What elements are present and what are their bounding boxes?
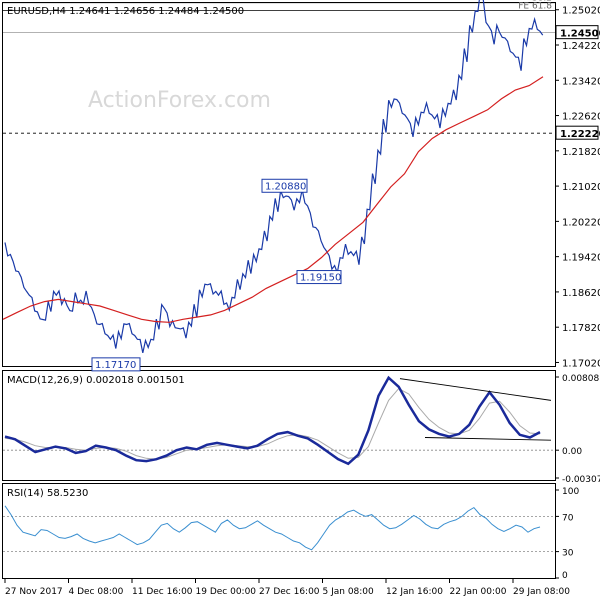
price-annotation-box [296, 270, 342, 285]
time-tick-label: 27 Dec 16:00 [259, 587, 320, 597]
price-marks: 38.2FE 61.81.245001.222201.253701.208801… [2, 0, 600, 372]
time-tick-label: 22 Jan 00:00 [450, 587, 507, 597]
rsi-tick-label: 100 [562, 487, 579, 497]
price-bars [4, 0, 544, 354]
price-chart-title: EURUSD,H4 1.24641 1.24656 1.24484 1.2450… [7, 6, 244, 17]
price-annotation-label: 1.20880 [265, 181, 306, 192]
time-tick-label: 19 Dec 00:00 [196, 587, 257, 597]
watermark: ActionForex.com [88, 88, 271, 113]
price-tick-label: 1.18620 [562, 288, 600, 299]
time-tick-label: 29 Jan 08:00 [513, 587, 570, 597]
rsi-panel-frame [2, 483, 556, 579]
macd-trendline-upper [399, 378, 552, 401]
price-tick-label: 1.19420 [562, 253, 600, 264]
time-tick-label: 5 Jan 08:00 [323, 587, 375, 597]
rsi-title: RSI(14) 58.5230 [7, 488, 88, 499]
current-price-box [555, 25, 599, 40]
fib-label: 38.2 [532, 0, 552, 4]
macd-signal-line [4, 387, 541, 460]
price-tick-label: 1.21020 [562, 182, 600, 193]
macd-title: MACD(12,26,9) 0.002018 0.001501 [7, 375, 185, 386]
price-tick-label: 1.24220 [562, 41, 600, 52]
support-level-label: 1.22220 [560, 129, 600, 140]
price-tick-label: 1.21820 [562, 147, 600, 158]
rsi-tick-label: 30 [562, 549, 574, 559]
current-price-label: 1.24500 [560, 29, 600, 40]
time-tick-label: 27 Nov 2017 [5, 587, 63, 597]
price-tick-label: 1.25020 [562, 6, 600, 17]
macd-panel-frame [2, 370, 556, 481]
time-tick-label: 12 Jan 16:00 [386, 587, 443, 597]
price-annotation-label: 1.17170 [95, 360, 136, 371]
price-tick-label: 1.17820 [562, 323, 600, 334]
rsi-tick-label: 70 [562, 513, 574, 523]
time-tick-label: 11 Dec 16:00 [132, 587, 193, 597]
price-axis: 1.25020 1.24220 1.23420 1.22620 1.21820 1.210… [555, 6, 600, 369]
rsi-line [4, 505, 541, 551]
moving-average-line [2, 76, 544, 323]
time-axis: 27 Nov 2017 4 Dec 08:00 11 Dec 16:00 19 Dec… [4, 579, 570, 597]
price-tick-label: 1.22620 [562, 112, 600, 123]
macd-tick-label: 0.00 [562, 447, 582, 457]
price-tick-label: 1.20220 [562, 217, 600, 228]
price-annotation-label: 1.19150 [300, 273, 341, 284]
fib-label: FE 61.8 [518, 2, 552, 12]
macd-tick-label: 0.00808 [562, 374, 599, 384]
macd-tick-label: -0.00307 [562, 475, 600, 485]
macd-line [4, 375, 541, 466]
price-annotation-box [91, 357, 141, 372]
price-tick-label: 1.17020 [562, 358, 600, 369]
rsi-tick-label: 0 [562, 571, 568, 581]
rsi-marks: 100 70 30 0 [3, 487, 579, 581]
macd-trendline-lower [424, 437, 552, 441]
price-tick-label: 1.23420 [562, 76, 600, 87]
time-tick-label: 4 Dec 08:00 [69, 587, 124, 597]
support-level-box [555, 125, 599, 140]
price-annotation-box [261, 178, 308, 193]
macd-marks: 0.00808 0.00 -0.00307 [3, 374, 600, 485]
